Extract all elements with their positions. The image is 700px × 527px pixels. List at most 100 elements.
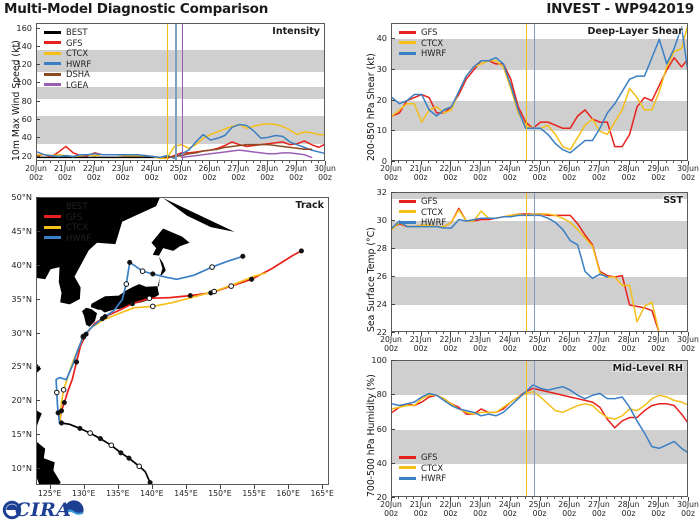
x-tick-date: 23Jun: [469, 164, 491, 173]
x-tick-date: 21Jun: [409, 335, 432, 344]
x-minor-tick: [524, 497, 526, 499]
x-minor-tick: [398, 332, 400, 334]
x-minor-tick: [643, 332, 645, 334]
x-tick-mark: [480, 332, 482, 336]
x-tick-date: 29Jun: [647, 335, 670, 344]
intensity-plot-area: Intensity: [36, 23, 325, 161]
x-minor-tick: [413, 497, 415, 499]
x-minor-tick: [606, 497, 608, 499]
x-tick-mark: [628, 497, 630, 501]
coastline-landmass: [37, 410, 42, 426]
lon-tick-label: 135°E: [106, 489, 130, 498]
legend-item-ctcx: CTCX: [399, 207, 446, 218]
shaded-band: [392, 39, 687, 70]
sst-legend: GFS CTCX HWRF: [399, 196, 446, 228]
legend-item-best: BEST: [44, 27, 91, 38]
track-marker-synoptic: [99, 316, 105, 322]
x-tick-mark: [509, 497, 511, 501]
dashed-boundary-line: [163, 198, 235, 232]
x-tick-date: 23Jun: [111, 164, 134, 173]
x-minor-tick: [591, 497, 593, 499]
track-marker-daily: [209, 264, 215, 270]
x-tick-hour: 00z: [562, 509, 577, 519]
x-minor-tick: [494, 161, 496, 163]
x-tick-mark: [420, 497, 422, 501]
x-tick-hour: 00z: [260, 173, 275, 183]
legend-swatch-hwrf: [399, 51, 416, 55]
lat-tick-label: 45°N: [11, 225, 32, 236]
track-marker-synoptic: [298, 248, 304, 254]
x-tick-date: 20Jun: [25, 164, 47, 173]
lat-tick-label: 20°N: [11, 395, 32, 406]
x-minor-tick: [554, 497, 556, 499]
x-minor-tick: [288, 161, 290, 163]
x-tick-hour: 00z: [443, 344, 458, 354]
lat-tick-label: 40°N: [11, 259, 32, 270]
x-minor-tick: [487, 332, 489, 334]
legend-item-ctcx: CTCX: [399, 38, 446, 49]
legend-label-ctcx: CTCX: [421, 462, 444, 473]
shear-series-layer: [392, 25, 687, 154]
x-tick-label: 23Jun 00z: [103, 164, 143, 182]
series-line-lgea: [180, 149, 313, 159]
x-minor-tick: [223, 161, 225, 163]
x-minor-tick: [561, 332, 563, 334]
lon-tick-label: 140°E: [140, 489, 164, 498]
lat-tick-label: 35°N: [11, 293, 32, 304]
x-tick-hour: 00z: [384, 509, 398, 519]
x-tick-hour: 00z: [502, 173, 517, 183]
y-tick-label: 0: [381, 156, 387, 166]
legend-swatch-hwrf: [44, 236, 61, 240]
x-minor-tick: [494, 332, 496, 334]
legend-label-gfs: GFS: [66, 37, 83, 48]
x-tick-date: 27Jun: [227, 164, 250, 173]
coastline-landmass: [37, 198, 160, 305]
series-line-dsha: [166, 143, 313, 159]
model-init-line-ctcx: [525, 361, 528, 496]
x-minor-tick: [457, 161, 459, 163]
legend-swatch-lgea: [44, 83, 61, 87]
lon-tick-mark: [185, 485, 187, 489]
x-tick-mark: [36, 161, 37, 165]
y-tick-label: 60: [376, 423, 387, 434]
x-tick-mark: [267, 161, 269, 165]
x-minor-tick: [101, 161, 103, 163]
legend-label-gfs: GFS: [421, 196, 438, 206]
x-minor-tick: [310, 161, 312, 163]
x-minor-tick: [472, 497, 474, 499]
x-tick-hour: 00z: [86, 173, 101, 183]
x-tick-mark: [450, 161, 452, 165]
x-minor-tick: [546, 332, 548, 334]
x-tick-date: 26Jun: [558, 164, 581, 173]
x-minor-tick: [554, 161, 556, 163]
x-tick-mark: [658, 497, 660, 501]
y-tick-label: 80: [21, 95, 32, 106]
x-tick-label: 20Jun 00z: [371, 500, 411, 518]
x-tick-mark: [539, 161, 541, 165]
y-tick-label: 120: [16, 59, 32, 70]
intensity-panel-title: Intensity: [272, 26, 320, 37]
y-tick-label: 100: [371, 355, 387, 365]
x-tick-label: 21Jun 00z: [401, 335, 441, 353]
x-minor-tick: [680, 332, 682, 334]
legend-label-gfs: GFS: [66, 211, 83, 222]
x-minor-tick: [517, 161, 519, 163]
track-marker-daily: [150, 303, 156, 310]
legend-item-gfs: GFS: [399, 27, 446, 38]
x-minor-tick: [613, 332, 615, 334]
x-tick-date: 20Jun: [380, 164, 402, 173]
x-tick-label: 27Jun 00z: [579, 500, 619, 518]
legend-item-ctcx: CTCX: [44, 222, 91, 233]
legend-label-ctcx: CTCX: [421, 37, 444, 48]
shaded-band: [392, 429, 687, 464]
x-tick-date: 28Jun: [256, 164, 279, 173]
x-tick-label: 26Jun 00z: [189, 164, 229, 182]
x-tick-date: 24Jun: [498, 164, 521, 173]
track-marker-synoptic: [150, 271, 156, 277]
track-map-canvas: [37, 198, 235, 484]
x-tick-date: 23Jun: [469, 335, 491, 344]
lon-tick-mark: [117, 485, 119, 489]
x-tick-date: 22Jun: [439, 500, 462, 509]
x-minor-tick: [613, 161, 615, 163]
